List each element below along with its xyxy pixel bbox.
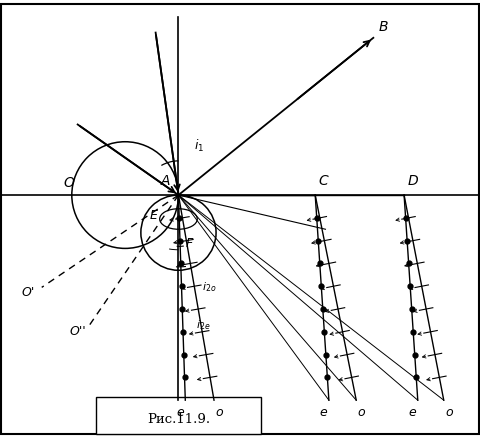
Text: C: C: [319, 174, 328, 188]
Text: e: e: [176, 406, 184, 419]
Text: O: O: [64, 176, 74, 190]
Text: o: o: [358, 406, 365, 419]
Text: E: E: [150, 209, 158, 222]
Text: e: e: [408, 406, 416, 419]
Text: A: A: [161, 174, 170, 188]
Text: D: D: [408, 174, 418, 188]
Text: $i_1$: $i_1$: [193, 138, 204, 154]
Text: Рис.11.9.: Рис.11.9.: [147, 413, 210, 426]
Text: $i_{2e}$: $i_{2e}$: [195, 318, 210, 332]
Text: F: F: [185, 237, 192, 251]
Text: O': O': [22, 286, 35, 299]
Text: o: o: [216, 406, 223, 419]
Bar: [96, 397, 261, 434]
Text: e: e: [320, 406, 327, 419]
Text: O'': O'': [70, 325, 86, 338]
Text: B: B: [379, 21, 388, 35]
Text: $i_{2o}$: $i_{2o}$: [203, 280, 217, 294]
Text: o: o: [445, 406, 453, 419]
